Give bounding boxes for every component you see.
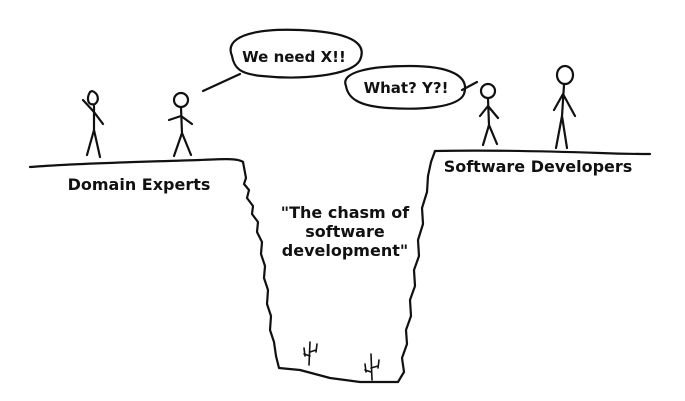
left-ground-line	[28, 158, 245, 169]
domain-experts-label: Domain Experts	[68, 175, 211, 194]
chasm-caption-line-2: software	[305, 222, 385, 241]
domain-expert-figure-1	[81, 89, 105, 159]
developer-speech-bubble: What? Y?!	[344, 64, 479, 110]
plant-right	[364, 353, 380, 381]
right-ground-line	[433, 149, 652, 156]
developer-figure-1	[478, 82, 500, 147]
domain-expert-speech-text: We need X!!	[242, 48, 346, 66]
developer-speech-text: What? Y?!	[364, 79, 449, 97]
software-developers-label: Software Developers	[444, 157, 633, 176]
domain-expert-speech-bubble: We need X!!	[201, 28, 363, 93]
plant-left	[303, 341, 318, 366]
chasm-outline	[241, 149, 437, 384]
domain-expert-figure-2	[167, 91, 194, 158]
developer-figure-2	[552, 64, 577, 150]
chasm-caption-line-1: "The chasm of	[281, 203, 410, 222]
chasm-caption-line-3: development"	[282, 241, 408, 260]
